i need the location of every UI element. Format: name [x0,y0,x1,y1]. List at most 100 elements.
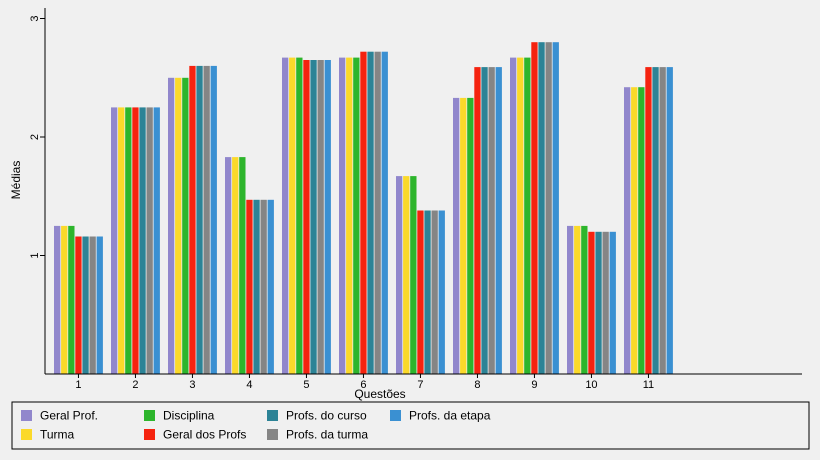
bar [481,67,488,374]
legend-item: Geral Prof. [21,409,98,423]
bar [239,157,246,374]
legend-label: Disciplina [163,409,215,423]
bar [552,42,559,374]
bar [574,225,581,374]
bar [196,65,203,375]
bar [567,225,574,374]
bar [61,225,68,374]
bar [631,87,638,374]
bar [96,236,103,374]
x-tick-label: 7 [417,379,423,391]
bar [602,231,609,374]
bar [289,57,296,374]
bar [225,157,232,374]
x-tick-label: 10 [585,379,597,391]
legend-swatch [267,429,278,440]
bar [374,51,381,374]
bar [403,176,410,374]
x-tick-label: 1 [75,379,81,391]
bar [467,97,474,375]
bar [524,57,531,374]
x-tick-label: 8 [474,379,480,391]
bar [203,65,210,375]
bar [381,51,388,374]
bar [353,57,360,374]
legend-swatch [267,410,278,421]
bar [132,107,139,375]
bar [581,225,588,374]
bar [595,231,602,374]
bar [495,67,502,374]
x-tick-label: 5 [303,379,309,391]
bar [474,67,481,374]
bar [417,210,424,374]
legend-label: Profs. da turma [286,428,368,442]
legend-label: Geral Prof. [40,409,98,423]
legend-item: Disciplina [144,409,215,423]
bar [310,60,317,374]
bar [253,199,260,374]
bar [125,107,132,375]
legend-swatch [21,429,32,440]
bar [175,77,182,375]
legend-swatch [390,410,401,421]
legend-item: Turma [21,428,75,442]
bar [296,57,303,374]
x-tick-label: 6 [360,379,366,391]
bar [282,57,289,374]
bar [396,176,403,374]
bar [588,231,595,374]
legend-label: Profs. da etapa [409,409,491,423]
legend-item: Profs. da turma [267,428,368,442]
bar [659,67,666,374]
bar [488,67,495,374]
legend-item: Geral dos Profs [144,428,246,442]
bar [645,67,652,374]
bar [260,199,267,374]
legend-item: Profs. da etapa [390,409,491,423]
bar [75,236,82,374]
bar [538,42,545,374]
bar [139,107,146,375]
bar [460,97,467,375]
bar [531,42,538,374]
bar [609,231,616,374]
bar [153,107,160,375]
bar [438,210,445,374]
bar [652,67,659,374]
legend-item: Profs. do curso [267,409,367,423]
bar [510,57,517,374]
bar [146,107,153,375]
bar [303,60,310,374]
bar [210,65,217,375]
x-tick-label: 2 [132,379,138,391]
x-tick-label: 4 [246,379,252,391]
bar [232,157,239,374]
y-axis-label: Médias [9,161,23,200]
bar [339,57,346,374]
bar [424,210,431,374]
x-tick-label: 11 [643,379,654,391]
x-tick-label: 3 [189,379,195,391]
bar [317,60,324,374]
y-tick-label: 2 [29,134,41,140]
bar [431,210,438,374]
bar [624,87,631,374]
bar [246,199,253,374]
bar [453,97,460,375]
x-tick-label: 9 [531,379,537,391]
bar [68,225,75,374]
y-tick-label: 1 [29,252,41,258]
bar [118,107,125,375]
legend-label: Geral dos Profs [163,428,246,442]
y-ticks-group: 1 2 3 [29,15,45,259]
bar [638,87,645,374]
x-ticks-group: 1 2 3 4 5 6 7 8 9 10 11 [75,374,654,391]
bar [267,199,274,374]
bar [54,225,61,374]
bar [367,51,374,374]
x-axis-label: Questões [354,387,405,401]
bar [324,60,331,374]
legend-swatch [144,410,155,421]
